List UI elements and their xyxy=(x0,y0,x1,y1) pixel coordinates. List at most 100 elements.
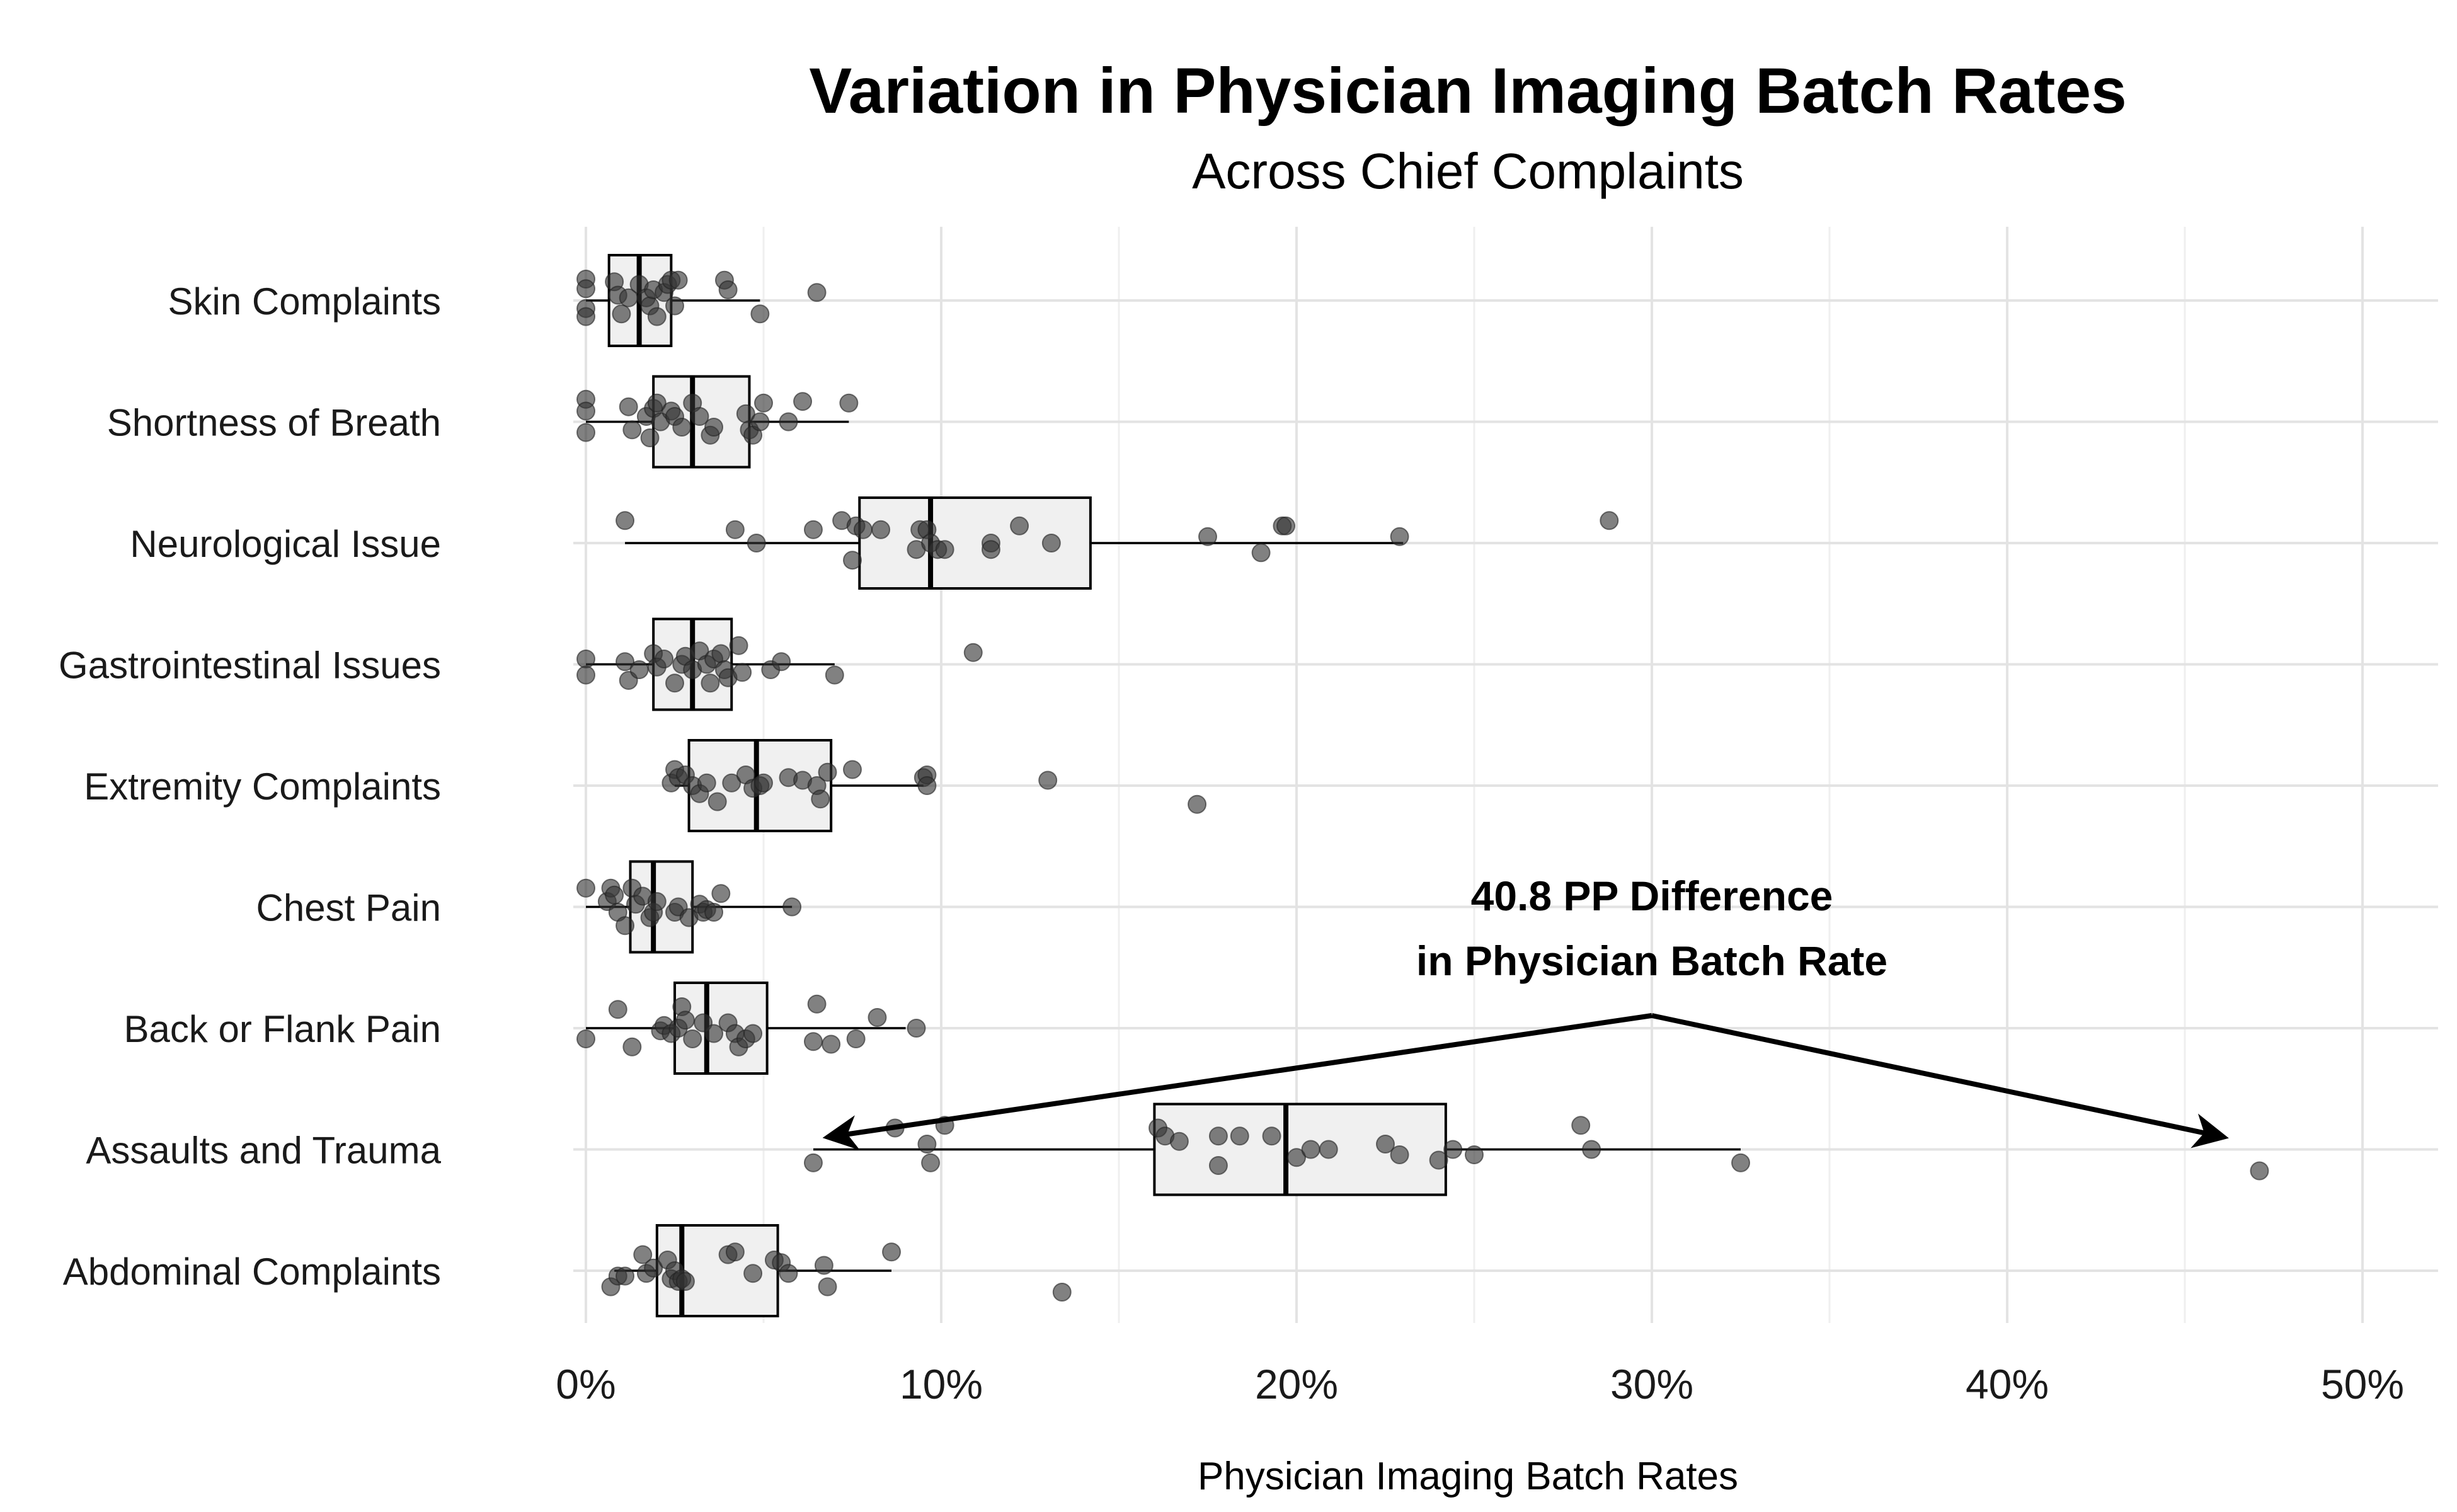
data-point xyxy=(616,916,635,936)
data-point xyxy=(822,1034,841,1054)
y-tick-label: Gastrointestinal Issues xyxy=(59,644,441,687)
data-point xyxy=(803,1032,823,1051)
data-point xyxy=(1600,511,1619,530)
data-point xyxy=(1390,1145,1409,1164)
data-point xyxy=(640,428,660,447)
data-point xyxy=(843,551,862,570)
chart-subtitle: Across Chief Complaints xyxy=(1192,143,1744,199)
data-point xyxy=(733,663,752,682)
y-tick-label: Assaults and Trauma xyxy=(86,1130,441,1172)
data-point xyxy=(747,534,766,553)
data-point xyxy=(772,652,791,672)
data-point xyxy=(619,397,638,416)
data-point xyxy=(1376,1135,1395,1154)
data-point xyxy=(1251,543,1271,563)
data-point xyxy=(1041,534,1061,553)
data-point xyxy=(818,1277,837,1297)
x-tick-label: 20% xyxy=(1255,1361,1338,1407)
data-point xyxy=(675,1011,695,1030)
data-point xyxy=(1198,527,1217,546)
data-point xyxy=(612,304,631,324)
data-point xyxy=(921,1153,941,1172)
data-point xyxy=(917,1135,937,1154)
data-point xyxy=(1390,527,1409,546)
data-point xyxy=(707,792,727,811)
data-point xyxy=(647,393,667,413)
data-point xyxy=(1169,1131,1189,1151)
data-point xyxy=(743,1264,763,1283)
data-point xyxy=(576,401,595,421)
x-tick-label: 10% xyxy=(900,1361,983,1407)
data-point xyxy=(704,418,724,437)
data-point xyxy=(608,1000,627,1019)
data-point xyxy=(576,307,595,326)
data-point xyxy=(803,520,823,539)
data-point xyxy=(704,903,724,922)
data-point xyxy=(2250,1161,2269,1181)
y-tick-label: Skin Complaints xyxy=(168,280,441,323)
x-tick-label: 0% xyxy=(556,1361,616,1407)
x-tick-label: 30% xyxy=(1610,1361,1693,1407)
data-point xyxy=(811,789,830,809)
x-tick-label: 40% xyxy=(1966,1361,2049,1407)
arrow-left xyxy=(822,1013,1652,1150)
y-tick-label: Shortness of Breath xyxy=(107,402,441,444)
data-point xyxy=(725,1242,745,1262)
data-point xyxy=(629,660,649,679)
data-point xyxy=(668,270,688,290)
data-point xyxy=(729,636,748,655)
data-point xyxy=(672,418,692,437)
data-point xyxy=(1582,1140,1601,1159)
data-point xyxy=(743,1024,763,1043)
chart-title: Variation in Physician Imaging Batch Rat… xyxy=(809,55,2127,127)
data-point xyxy=(718,280,738,299)
data-point xyxy=(871,520,891,539)
data-point xyxy=(722,773,742,793)
data-point xyxy=(1287,1148,1306,1167)
data-point xyxy=(793,392,813,411)
data-point xyxy=(1465,1145,1484,1164)
data-point xyxy=(622,1037,642,1057)
data-point xyxy=(576,650,595,668)
x-axis-label: Physician Imaging Batch Rates xyxy=(1197,1455,1739,1498)
annotation-text: 40.8 PP Difference xyxy=(1471,873,1833,919)
data-point xyxy=(846,1029,866,1048)
data-point xyxy=(803,1153,823,1172)
x-tick-labels: 0% 10% 20% 30% 40% 50% xyxy=(556,1361,2404,1407)
data-point xyxy=(1262,1126,1281,1146)
data-point xyxy=(917,776,937,795)
y-tick-label: Extremity Complaints xyxy=(84,765,441,808)
data-point xyxy=(1038,770,1058,790)
data-point xyxy=(690,407,709,426)
box-neurological-issue xyxy=(625,496,1404,590)
data-point xyxy=(711,884,731,903)
y-tick-label: Back or Flank Pain xyxy=(123,1008,441,1050)
data-point xyxy=(882,1242,902,1262)
data-point xyxy=(665,673,684,693)
data-point xyxy=(754,393,773,413)
data-point xyxy=(683,1029,702,1048)
data-point xyxy=(818,762,837,782)
data-point xyxy=(807,283,827,302)
data-point xyxy=(750,304,770,324)
data-point xyxy=(1429,1150,1448,1170)
data-point xyxy=(647,892,667,911)
y-tick-labels: Skin Complaints Shortness of Breath Neurol… xyxy=(59,280,442,1293)
data-point xyxy=(697,773,716,793)
data-point xyxy=(644,1258,663,1278)
data-point xyxy=(981,540,1000,559)
difference-annotation: 40.8 PP Difference in Physician Batch Rat… xyxy=(822,873,2229,1150)
x-tick-label: 50% xyxy=(2321,1361,2404,1407)
data-point xyxy=(839,393,859,413)
data-point xyxy=(843,760,862,779)
data-point xyxy=(1208,1126,1228,1146)
data-point xyxy=(1571,1116,1591,1135)
data-point xyxy=(754,773,773,793)
data-point xyxy=(868,1008,887,1027)
arrow-right xyxy=(1651,1013,2229,1148)
data-point xyxy=(814,1256,833,1275)
data-point xyxy=(963,643,983,662)
y-tick-label: Abdominal Complaints xyxy=(63,1251,441,1293)
y-tick-label: Chest Pain xyxy=(256,887,442,929)
